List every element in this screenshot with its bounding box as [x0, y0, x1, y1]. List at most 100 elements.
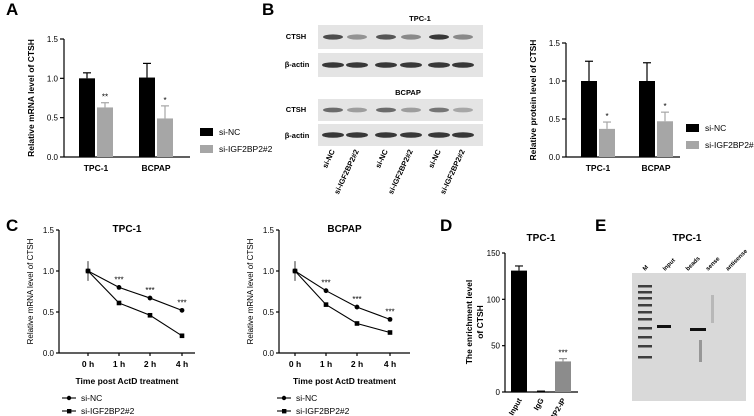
gel-lane-label: M	[642, 265, 650, 273]
blot-band	[347, 107, 367, 113]
panel-label-a: A	[6, 0, 19, 19]
legend-marker	[282, 409, 287, 414]
blot-band	[347, 34, 367, 40]
blot-band	[346, 132, 368, 138]
gel-ladder-band	[638, 311, 652, 314]
significance-label: ***	[114, 275, 123, 284]
legend-marker	[281, 395, 287, 401]
y-tick-label: 0.5	[47, 114, 59, 123]
blot-band	[429, 107, 449, 113]
blot-ctsh-bcpap	[318, 99, 483, 121]
data-point	[323, 288, 329, 294]
x-tick-label: 1 h	[320, 359, 332, 369]
x-tick-label: 0 h	[82, 359, 94, 369]
data-point	[116, 300, 122, 306]
data-point	[387, 330, 393, 335]
legend-swatch	[686, 141, 699, 149]
x-axis-label: Time post ActD treatment	[76, 376, 179, 386]
blot-lane-label: si-IGF2BP2#2	[386, 148, 415, 196]
legend-swatch	[200, 128, 213, 136]
blot-band	[346, 62, 368, 68]
x-category-label: IgG	[532, 396, 546, 411]
legend-swatch	[200, 145, 213, 153]
data-point	[147, 312, 153, 318]
data-point	[179, 307, 185, 313]
y-axis-label: Relative protein level of CTSH	[528, 40, 538, 161]
data-point	[116, 285, 122, 290]
y-tick-label: 1.0	[263, 267, 275, 276]
blot-band	[400, 62, 422, 68]
blot-label-actin-top: β-actin	[285, 60, 310, 69]
legend-label: si-IGF2BP2#2	[219, 144, 273, 154]
significance-label: ***	[321, 279, 330, 288]
y-tick-label: 1.5	[549, 39, 561, 48]
x-tick-label: 2 h	[144, 359, 156, 369]
blot-band	[375, 132, 397, 138]
legend-label: si-IGF2BP2#2	[296, 406, 350, 416]
y-tick-label: 100	[487, 295, 501, 304]
data-point	[354, 304, 360, 310]
x-category-label: Input	[507, 396, 524, 416]
blot-title-tpc1: TPC-1	[409, 14, 431, 23]
x-category-label: TPC-1	[586, 163, 611, 173]
x-category-label: IGF2BP2-IP	[540, 397, 568, 416]
blot-band	[400, 132, 422, 138]
significance-label: ***	[145, 286, 154, 295]
data-point	[387, 316, 393, 322]
blot-lane-label: si-IGF2BP2#2	[438, 148, 467, 196]
blot-band	[453, 107, 473, 113]
panel-label-b: B	[262, 0, 275, 19]
y-tick-label: 1.0	[43, 267, 55, 276]
gel-ladder-band	[638, 356, 652, 359]
blot-band	[453, 34, 473, 40]
blot-label-actin-bottom: β-actin	[285, 131, 310, 140]
series-line	[294, 270, 391, 334]
y-tick-label: 1.0	[47, 74, 59, 83]
bar	[581, 81, 597, 157]
bar	[599, 128, 615, 157]
bar	[555, 361, 571, 392]
y-tick-label: 150	[487, 249, 501, 258]
bar	[639, 81, 655, 157]
gel-lane-label: sense	[705, 256, 722, 273]
blot-band	[375, 62, 397, 68]
x-category-label: BCPAP	[141, 163, 170, 173]
blot-band	[428, 132, 450, 138]
blot-band	[323, 107, 343, 113]
gel-ladder-band	[638, 285, 652, 288]
y-axis-label: Relative mRNA level of CTSH	[26, 238, 35, 344]
x-category-label: TPC-1	[84, 163, 109, 173]
blot-lane-label: si-NC	[426, 148, 443, 170]
gel-smear	[711, 295, 714, 323]
data-point	[354, 321, 360, 326]
x-tick-label: 4 h	[176, 359, 188, 369]
y-tick-label: 0.0	[47, 153, 59, 162]
blot-band	[322, 62, 344, 68]
blot-band	[323, 34, 343, 40]
series-line	[294, 270, 391, 320]
panel-label-d: D	[440, 216, 453, 235]
significance-label: *	[605, 112, 608, 121]
significance-label: ***	[385, 307, 394, 316]
gel-ladder-band	[638, 304, 652, 307]
bar	[97, 107, 113, 157]
y-axis-label: Relative mRNA level of CTSH	[26, 39, 36, 157]
gel-ladder-band	[638, 336, 652, 339]
x-tick-label: 4 h	[384, 359, 396, 369]
bar	[79, 78, 95, 157]
blot-band	[322, 132, 344, 138]
blot-title-bcpap: BCPAP	[395, 88, 421, 97]
x-category-label: BCPAP	[641, 163, 670, 173]
legend-label: si-IGF2BP2#2	[705, 140, 754, 150]
y-axis-label: of CTSH	[475, 305, 485, 339]
blot-band	[452, 132, 474, 138]
significance-label: ***	[558, 349, 567, 358]
gel-ladder-band	[638, 291, 652, 294]
series-line	[87, 270, 183, 311]
legend-label: si-NC	[81, 393, 102, 403]
bar	[139, 77, 155, 157]
y-axis-label: The enrichment level	[464, 280, 474, 365]
legend-label: si-NC	[705, 123, 726, 133]
legend-marker	[67, 409, 72, 414]
